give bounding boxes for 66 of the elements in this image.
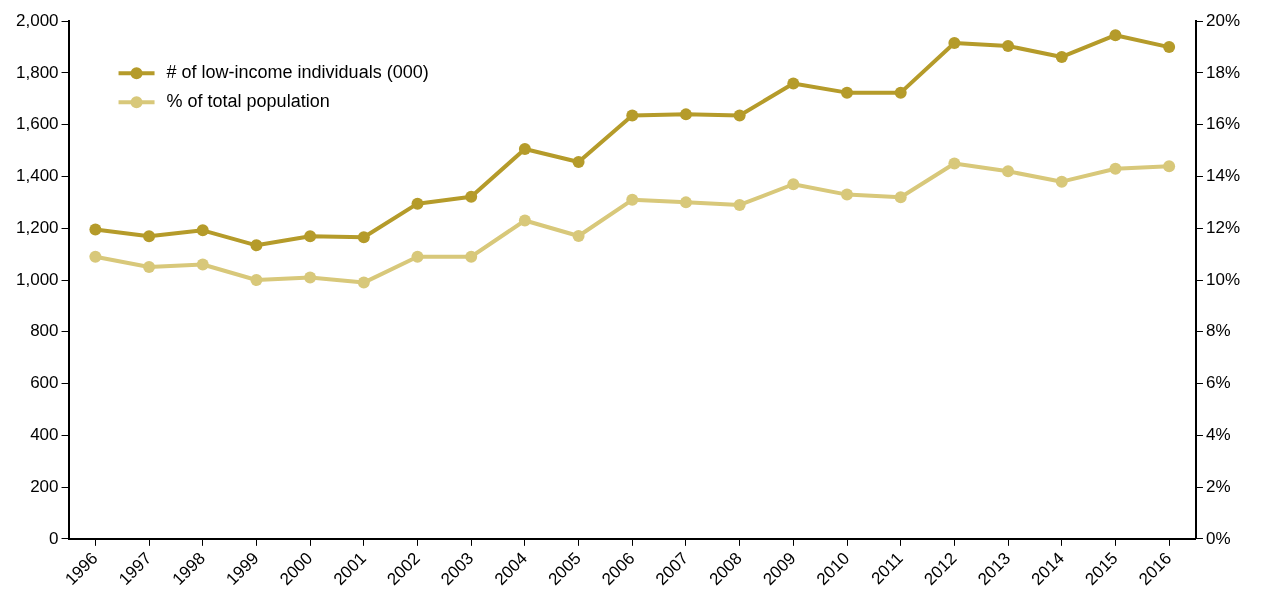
y2-tick-label: 12%	[1205, 217, 1241, 237]
point	[679, 196, 692, 209]
point	[250, 274, 263, 287]
y-tick-label: 600	[30, 373, 59, 393]
point	[143, 230, 156, 243]
point	[733, 198, 746, 211]
y2-tick-label: 10%	[1205, 269, 1241, 289]
point	[572, 230, 585, 243]
point	[626, 193, 639, 206]
point	[1002, 165, 1015, 178]
y-tick-label: 2,000	[15, 10, 59, 30]
point	[679, 108, 692, 121]
point	[626, 109, 639, 122]
point	[89, 250, 102, 263]
point	[572, 156, 585, 168]
point	[357, 276, 370, 289]
y2-tick-label: 6%	[1205, 373, 1231, 393]
y-tick-label: 1,000	[15, 269, 59, 289]
point	[196, 224, 209, 237]
point	[1163, 160, 1176, 173]
point	[1109, 29, 1122, 42]
point	[89, 223, 102, 236]
point	[1055, 50, 1068, 63]
y-tick-label: 1,800	[15, 62, 59, 82]
point	[518, 143, 531, 156]
point	[948, 157, 961, 170]
y2-tick-label: 4%	[1205, 424, 1231, 444]
point	[894, 191, 907, 204]
y2-tick-label: 2%	[1205, 476, 1231, 496]
y2-tick-label: 16%	[1205, 114, 1241, 134]
point	[1109, 162, 1122, 175]
y-tick-label: 800	[30, 321, 59, 341]
point	[143, 261, 156, 274]
y-tick-label: 400	[30, 424, 59, 444]
legend-label: # of low-income individuals (000)	[166, 62, 429, 83]
y2-tick-label: 20%	[1205, 10, 1241, 30]
point	[465, 190, 478, 203]
point	[357, 231, 370, 244]
point	[841, 86, 854, 99]
point	[1002, 40, 1015, 53]
legend-label: % of total population	[166, 91, 330, 112]
point	[411, 250, 424, 263]
point	[841, 188, 854, 201]
point	[1163, 41, 1176, 54]
point	[196, 258, 209, 271]
point	[411, 197, 424, 210]
point	[518, 214, 531, 227]
point	[1055, 175, 1068, 188]
y2-tick-label: 14%	[1205, 166, 1241, 186]
y-tick-label: 1,600	[15, 114, 59, 134]
y2-tick-label: 18%	[1205, 62, 1241, 82]
y2-tick-label: 0%	[1205, 528, 1231, 548]
point	[948, 36, 961, 49]
y2-tick-label: 8%	[1205, 321, 1231, 341]
y-tick-label: 1,400	[15, 166, 59, 186]
y-tick-label: 1,200	[15, 217, 59, 237]
point	[733, 109, 746, 122]
point	[465, 250, 478, 263]
point	[787, 178, 800, 191]
point	[894, 86, 907, 99]
y-tick-label: 200	[30, 476, 59, 496]
point	[250, 239, 263, 252]
point	[304, 230, 317, 243]
point	[787, 77, 800, 90]
point	[304, 271, 317, 284]
y-tick-label: 0	[49, 528, 59, 548]
